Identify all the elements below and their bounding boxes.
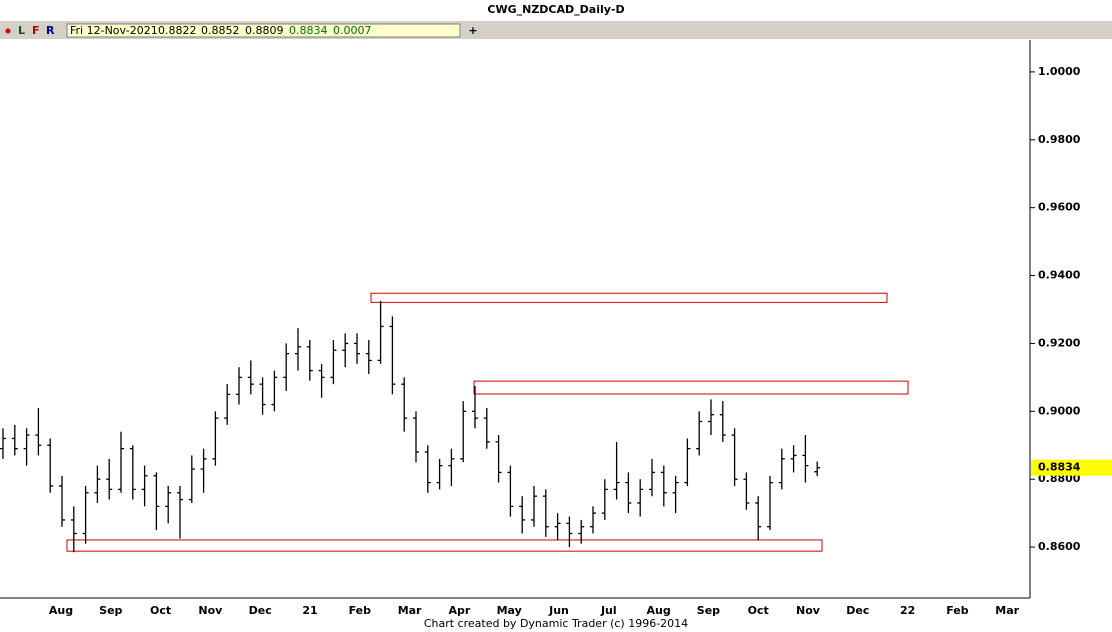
y-tick-label: 0.8600 <box>1038 540 1081 553</box>
x-tick-label: Dec <box>249 604 272 617</box>
y-tick-label: 0.9800 <box>1038 133 1081 146</box>
status-dot <box>5 28 11 34</box>
info-high: 0.8852 <box>201 24 240 37</box>
toolbar-button[interactable]: L <box>18 24 25 37</box>
info-date: Fri 12-Nov-2021 <box>70 24 158 37</box>
footer: Chart created by Dynamic Trader (c) 1996… <box>424 617 688 630</box>
x-tick-label: May <box>497 604 522 617</box>
x-tick-label: Dec <box>846 604 869 617</box>
x-tick-label: 22 <box>900 604 915 617</box>
zone <box>473 380 909 395</box>
y-tick-label: 0.9000 <box>1038 404 1081 417</box>
x-tick-label: 21 <box>302 604 317 617</box>
x-tick-label: Mar <box>398 604 422 617</box>
zone <box>370 292 888 303</box>
y-tick-label: 0.9400 <box>1038 269 1081 282</box>
x-tick-label: Nov <box>198 604 223 617</box>
x-tick-label: Nov <box>796 604 821 617</box>
toolbar-button[interactable]: R <box>46 24 55 37</box>
x-tick-label: Aug <box>646 604 670 617</box>
last-price-box <box>1031 459 1112 476</box>
toolbar-button[interactable]: F <box>32 24 40 37</box>
x-tick-label: Sep <box>697 604 720 617</box>
info-close: 0.8834 <box>289 24 328 37</box>
y-tick-label: 0.9200 <box>1038 336 1081 349</box>
chart-title: CWG_NZDCAD_Daily-D <box>487 3 624 16</box>
info-low: 0.8809 <box>245 24 284 37</box>
y-tick-label: 1.0000 <box>1038 65 1081 78</box>
last-price-label: 0.8834 <box>1038 461 1081 474</box>
x-tick-label: Jun <box>548 604 569 617</box>
x-tick-label: Sep <box>99 604 122 617</box>
info-open: 0.8822 <box>158 24 197 37</box>
add-button[interactable]: + <box>468 24 477 37</box>
zone <box>66 539 823 552</box>
x-tick-label: Feb <box>349 604 372 617</box>
x-tick-label: Aug <box>49 604 73 617</box>
x-tick-label: Feb <box>946 604 969 617</box>
info-box <box>66 23 461 38</box>
info-change: 0.0007 <box>333 24 372 37</box>
x-tick-label: Oct <box>150 604 171 617</box>
x-tick-label: Jul <box>600 604 617 617</box>
y-tick-label: 0.9600 <box>1038 201 1081 214</box>
x-tick-label: Apr <box>448 604 470 617</box>
x-tick-label: Oct <box>748 604 769 617</box>
x-tick-label: Mar <box>995 604 1019 617</box>
